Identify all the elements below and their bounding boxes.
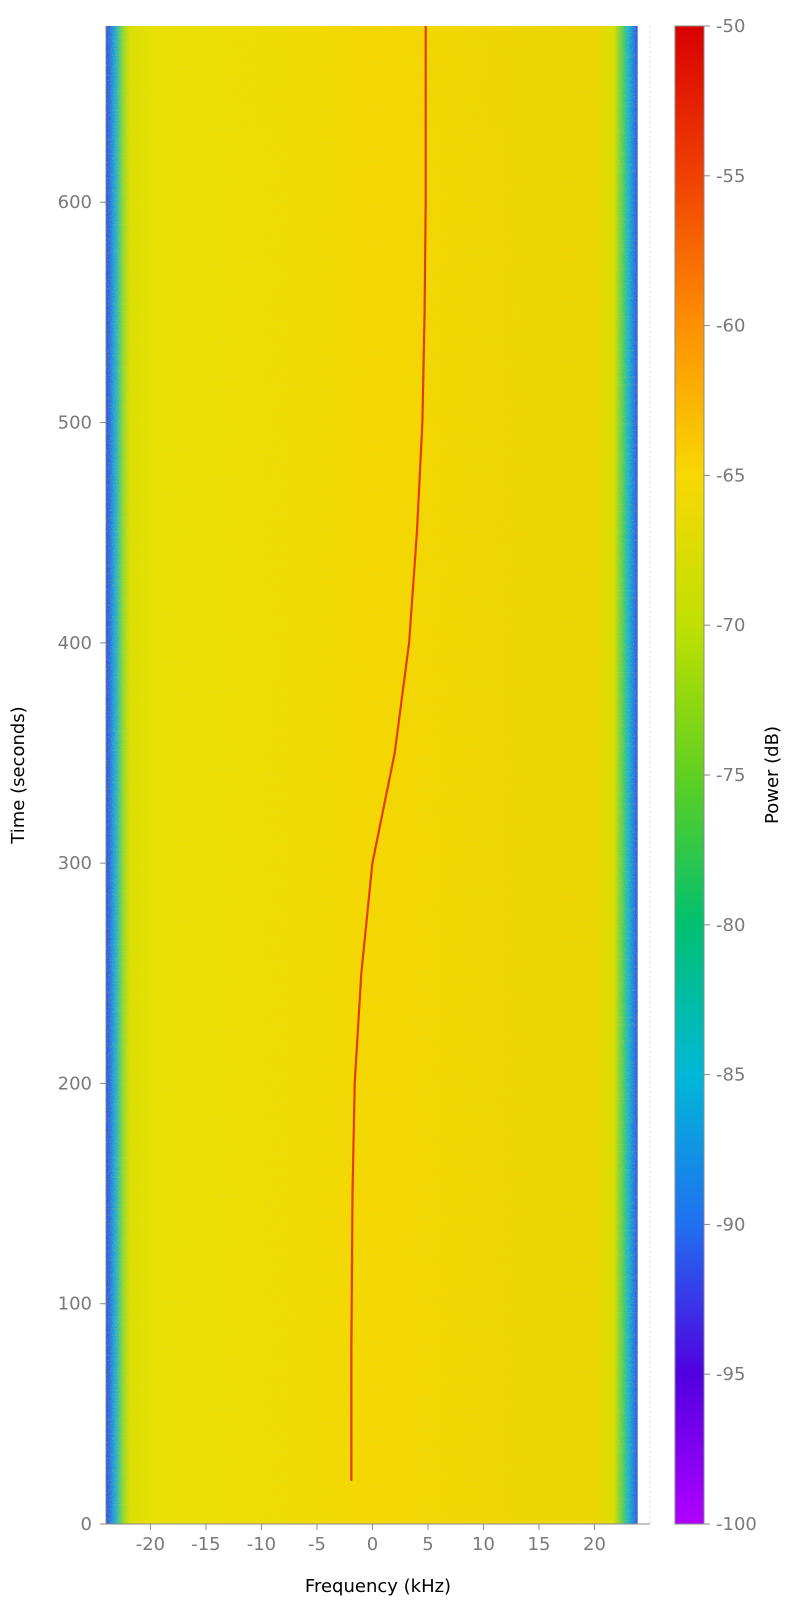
colorbar-tick-label: -90 [716,1214,745,1235]
colorbar-tick-label: -100 [716,1514,757,1535]
x-tick-label: 15 [528,1534,551,1555]
x-tick-label: -10 [247,1534,276,1555]
x-tick-label: 10 [472,1534,495,1555]
plot-area [106,26,638,1524]
x-axis-label: Frequency (kHz) [305,1576,451,1597]
colorbar-label: Power (dB) [762,726,783,824]
colorbar-tick-label: -70 [716,615,745,636]
colorbar: -50 -55 -60 -65 -70 -75 -80 -85 -90 -95 -100 [674,16,757,1535]
x-tick-label: -20 [136,1534,165,1555]
y-tick-label: 400 [58,633,92,654]
colorbar-scale [674,25,705,1525]
spectrogram-streaks [106,26,638,1524]
colorbar-tick-label: -65 [716,465,745,486]
y-tick-label: 600 [58,192,92,213]
colorbar-tick-label: -55 [716,166,745,187]
y-tick-label: 300 [58,853,92,874]
x-tick-label: 5 [422,1534,433,1555]
y-tick-label: 0 [81,1514,92,1535]
signal-trace [350,26,427,1481]
x-tick-label: 20 [583,1534,606,1555]
colorbar-tick-label: -80 [716,915,745,936]
colorbar-tick-label: -95 [716,1364,745,1385]
colorbar-tick-label: -75 [716,765,745,786]
colorbar-tick-label: -60 [716,316,745,337]
colorbar-tick-label: -85 [716,1065,745,1086]
x-tick-label: 0 [367,1534,378,1555]
x-tick-label: -5 [308,1534,326,1555]
x-tick-label: -15 [191,1534,220,1555]
y-tick-label: 500 [58,413,92,434]
colorbar-tick-label: -50 [716,16,745,37]
y-axis-label: Time (seconds) [8,706,29,844]
y-tick-label: 100 [58,1294,92,1315]
y-tick-label: 200 [58,1073,92,1094]
